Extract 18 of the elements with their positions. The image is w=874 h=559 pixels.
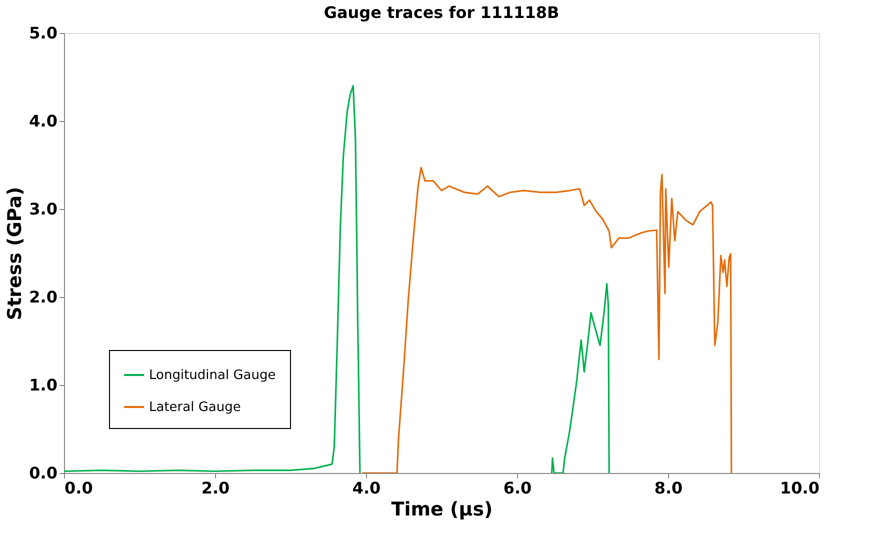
y-tick-label: 2.0: [29, 288, 58, 306]
y-tick-label: 0.0: [29, 464, 58, 482]
y-tick-label: 3.0: [29, 200, 58, 218]
y-tick-label: 1.0: [29, 376, 58, 394]
line-series: [361, 166, 732, 473]
x-tick-label: 4.0: [352, 478, 381, 498]
x-tick-label: 10.0: [780, 478, 820, 498]
x-tick-label: 6.0: [503, 478, 532, 498]
x-tick-label: 8.0: [654, 478, 683, 498]
legend-label: Lateral Gauge: [149, 400, 241, 415]
x-tick-label: 2.0: [201, 478, 230, 498]
x-axis-title: Time (µs): [391, 498, 493, 520]
x-tick-label: 0.0: [64, 478, 93, 498]
legend-label: Longitudinal Gauge: [149, 368, 276, 383]
y-axis-title: Stress (GPa): [4, 186, 26, 320]
y-tick-label: 5.0: [29, 24, 58, 42]
y-tick-label: 4.0: [29, 112, 58, 130]
chart-title: Gauge traces for 111118B: [324, 3, 560, 22]
